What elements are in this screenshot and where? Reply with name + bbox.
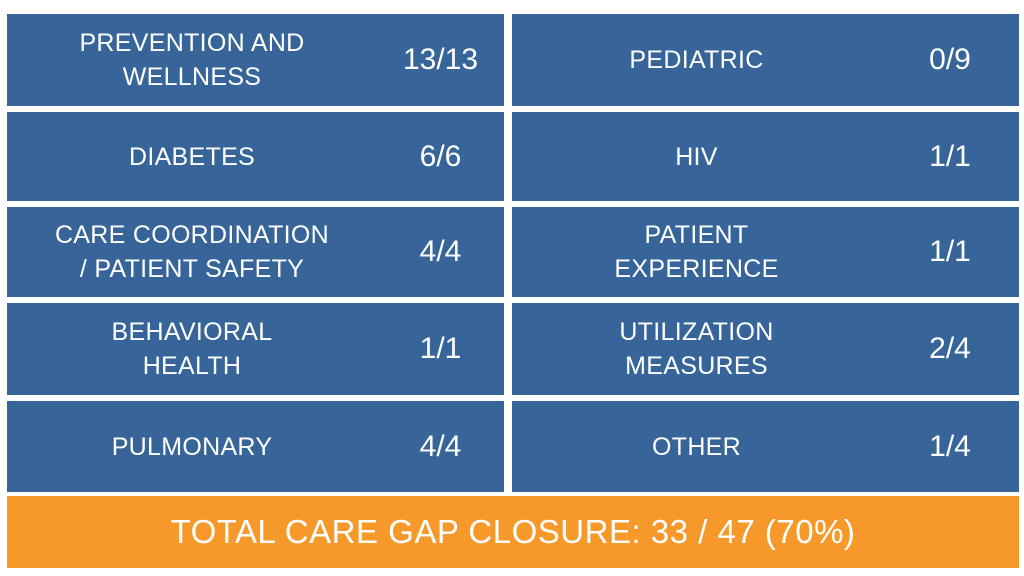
- measure-label: OTHER: [652, 432, 741, 461]
- measure-cell-hiv: HIV 1/1: [512, 112, 1019, 201]
- measure-score: 6/6: [419, 139, 462, 173]
- total-care-gap-closure-label: TOTAL CARE GAP CLOSURE: 33 / 47 (70%): [170, 513, 856, 550]
- measure-cell-care-coordination: CARE COORDINATION / PATIENT SAFETY 4/4: [7, 207, 504, 297]
- measure-label: UTILIZATION MEASURES: [619, 318, 774, 380]
- measure-score: 1/1: [419, 332, 462, 365]
- measure-label: BEHAVIORAL HEALTH: [111, 318, 273, 380]
- measure-cell-diabetes: DIABETES 6/6: [7, 112, 504, 201]
- measure-grid: PREVENTION AND WELLNESS 13/13 PEDIATRIC …: [7, 14, 1019, 492]
- measure-cell-pulmonary: PULMONARY 4/4: [7, 401, 504, 492]
- measure-cell-other: OTHER 1/4: [512, 401, 1019, 492]
- total-care-gap-closure-banner: TOTAL CARE GAP CLOSURE: 33 / 47 (70%): [7, 496, 1019, 568]
- measure-cell-prevention-wellness: PREVENTION AND WELLNESS 13/13: [7, 14, 504, 106]
- measure-score: 1/1: [929, 235, 971, 268]
- measure-score: 4/4: [419, 429, 462, 463]
- measure-score: 1/4: [929, 429, 971, 463]
- measure-label: DIABETES: [128, 142, 256, 171]
- measure-label: PEDIATRIC: [629, 46, 764, 74]
- measure-cell-behavioral-health: BEHAVIORAL HEALTH 1/1: [7, 303, 504, 395]
- measure-score: 13/13: [402, 43, 479, 76]
- measure-label: CARE COORDINATION / PATIENT SAFETY: [54, 221, 330, 283]
- measure-label: PREVENTION AND WELLNESS: [79, 29, 305, 91]
- measure-score: 1/1: [929, 139, 971, 173]
- measure-score: 4/4: [419, 235, 462, 268]
- measure-cell-pediatric: PEDIATRIC 0/9: [512, 14, 1019, 106]
- measure-score: 0/9: [929, 43, 971, 76]
- measure-score: 2/4: [929, 332, 971, 365]
- measure-cell-patient-experience: PATIENT EXPERIENCE 1/1: [512, 207, 1019, 297]
- measure-label: HIV: [675, 142, 718, 171]
- measure-label: PATIENT EXPERIENCE: [614, 221, 779, 283]
- measure-label: PULMONARY: [111, 432, 273, 461]
- measure-cell-utilization-measures: UTILIZATION MEASURES 2/4: [512, 303, 1019, 395]
